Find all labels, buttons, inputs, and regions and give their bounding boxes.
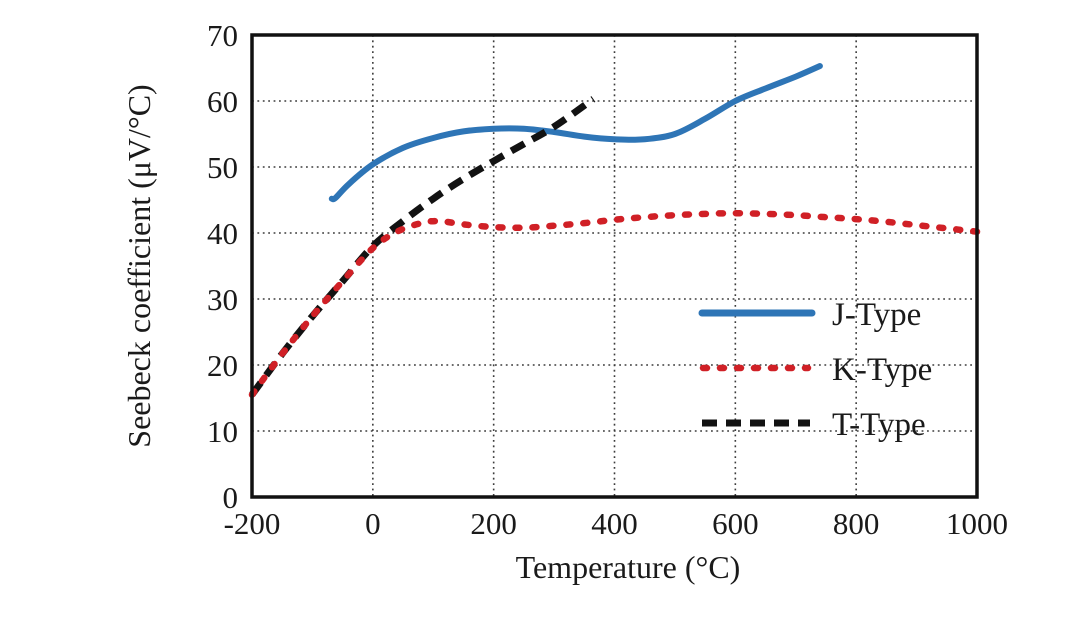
legend: J-Type K-Type T-Type [698, 297, 932, 443]
x-tick-label: 600 [712, 506, 759, 541]
x-axis-title: Temperature (°C) [516, 549, 741, 585]
x-tick-label: 0 [365, 506, 381, 541]
x-tick-label: 1000 [946, 506, 1008, 541]
series-curve-k-type [248, 209, 981, 398]
y-tick-label: 50 [207, 150, 238, 185]
legend-label-t-type: T-Type [832, 407, 926, 443]
y-tick-label: 40 [207, 216, 238, 251]
y-tick-label: 70 [207, 18, 238, 53]
y-tick-label: 10 [207, 414, 238, 449]
x-tick-label: 800 [833, 506, 880, 541]
series-curve-t-type [249, 96, 596, 397]
y-tick-label: 60 [207, 84, 238, 119]
plot-border [250, 33, 979, 499]
legend-label-k-type: K-Type [832, 352, 932, 388]
y-tick-label: 20 [207, 348, 238, 383]
x-tick-label: 400 [591, 506, 638, 541]
y-tick-label: 30 [207, 282, 238, 317]
legend-label-j-type: J-Type [832, 297, 921, 333]
x-tick-label: -200 [224, 506, 281, 541]
y-tick-label: 0 [223, 480, 239, 515]
x-tick-label: 200 [470, 506, 517, 541]
series-curve-j-type [328, 63, 823, 203]
y-axis-title: Seebeck coefficient (μV/°C) [121, 84, 157, 447]
